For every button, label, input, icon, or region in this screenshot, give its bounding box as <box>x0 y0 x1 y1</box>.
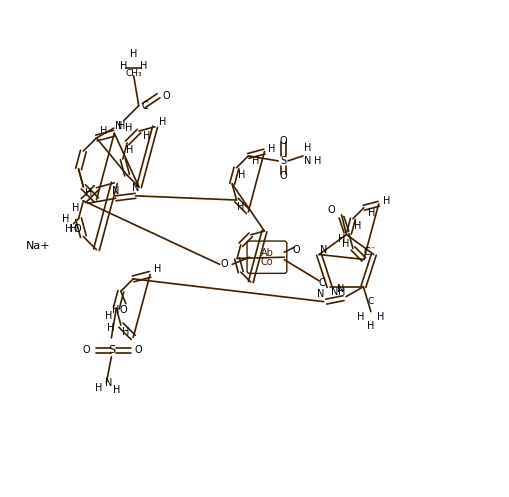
Text: O: O <box>279 136 287 146</box>
Text: H: H <box>70 224 77 234</box>
Text: H: H <box>383 196 390 206</box>
Text: O: O <box>120 305 127 315</box>
Text: H: H <box>268 144 275 154</box>
Text: H: H <box>112 385 120 395</box>
Text: S: S <box>108 345 115 355</box>
Text: O: O <box>162 91 170 101</box>
Text: H: H <box>238 170 245 180</box>
Text: C: C <box>141 101 148 111</box>
Text: N: N <box>105 378 112 388</box>
Text: H: H <box>72 203 79 213</box>
Text: N: N <box>132 183 139 193</box>
Text: H: H <box>122 328 129 337</box>
Text: H: H <box>304 144 312 154</box>
Text: H: H <box>120 61 127 71</box>
Text: H: H <box>100 126 107 136</box>
Text: H: H <box>342 239 349 248</box>
Text: Na+: Na+ <box>26 241 50 251</box>
Text: H: H <box>143 131 150 141</box>
Text: N: N <box>115 121 123 131</box>
Text: H: H <box>338 234 345 244</box>
Text: H: H <box>86 187 93 197</box>
Text: S: S <box>280 156 286 166</box>
Text: O: O <box>74 224 81 234</box>
Text: H: H <box>107 323 115 332</box>
Text: H: H <box>112 305 120 315</box>
Text: H: H <box>357 312 364 322</box>
Text: Ab: Ab <box>261 248 273 258</box>
Text: H: H <box>118 121 126 131</box>
Text: O: O <box>82 345 90 355</box>
Text: O: O <box>135 345 143 355</box>
Text: H: H <box>140 61 148 71</box>
Text: H: H <box>130 49 137 59</box>
Text: H: H <box>95 383 103 393</box>
Text: O: O <box>279 171 287 181</box>
Text: ⁻: ⁻ <box>371 244 375 253</box>
Text: N: N <box>112 186 119 196</box>
Text: H: H <box>105 311 112 321</box>
Text: O: O <box>328 205 335 215</box>
Text: C: C <box>363 247 370 257</box>
Text: H: H <box>154 264 161 274</box>
Text: N: N <box>331 287 338 297</box>
Text: H: H <box>63 214 70 224</box>
Text: C: C <box>367 297 374 306</box>
Text: H: H <box>367 322 375 331</box>
Text: H: H <box>237 202 244 212</box>
Text: Co: Co <box>261 257 273 267</box>
Text: H: H <box>314 156 322 166</box>
FancyBboxPatch shape <box>247 241 287 273</box>
Text: H: H <box>354 221 361 231</box>
Text: H: H <box>367 208 375 218</box>
Text: C: C <box>318 278 325 288</box>
Text: N: N <box>304 156 312 166</box>
Text: CH₃: CH₃ <box>125 69 142 78</box>
Text: H: H <box>126 145 133 156</box>
Text: H: H <box>125 123 132 133</box>
Text: H: H <box>338 287 346 297</box>
Text: O: O <box>293 245 300 255</box>
Text: O: O <box>221 259 229 269</box>
Text: H: H <box>65 224 72 234</box>
Text: H: H <box>252 156 260 166</box>
Text: N: N <box>337 284 345 294</box>
Text: N: N <box>320 245 328 254</box>
Text: H: H <box>377 312 384 322</box>
Text: H: H <box>159 117 166 127</box>
Text: N: N <box>318 289 325 299</box>
